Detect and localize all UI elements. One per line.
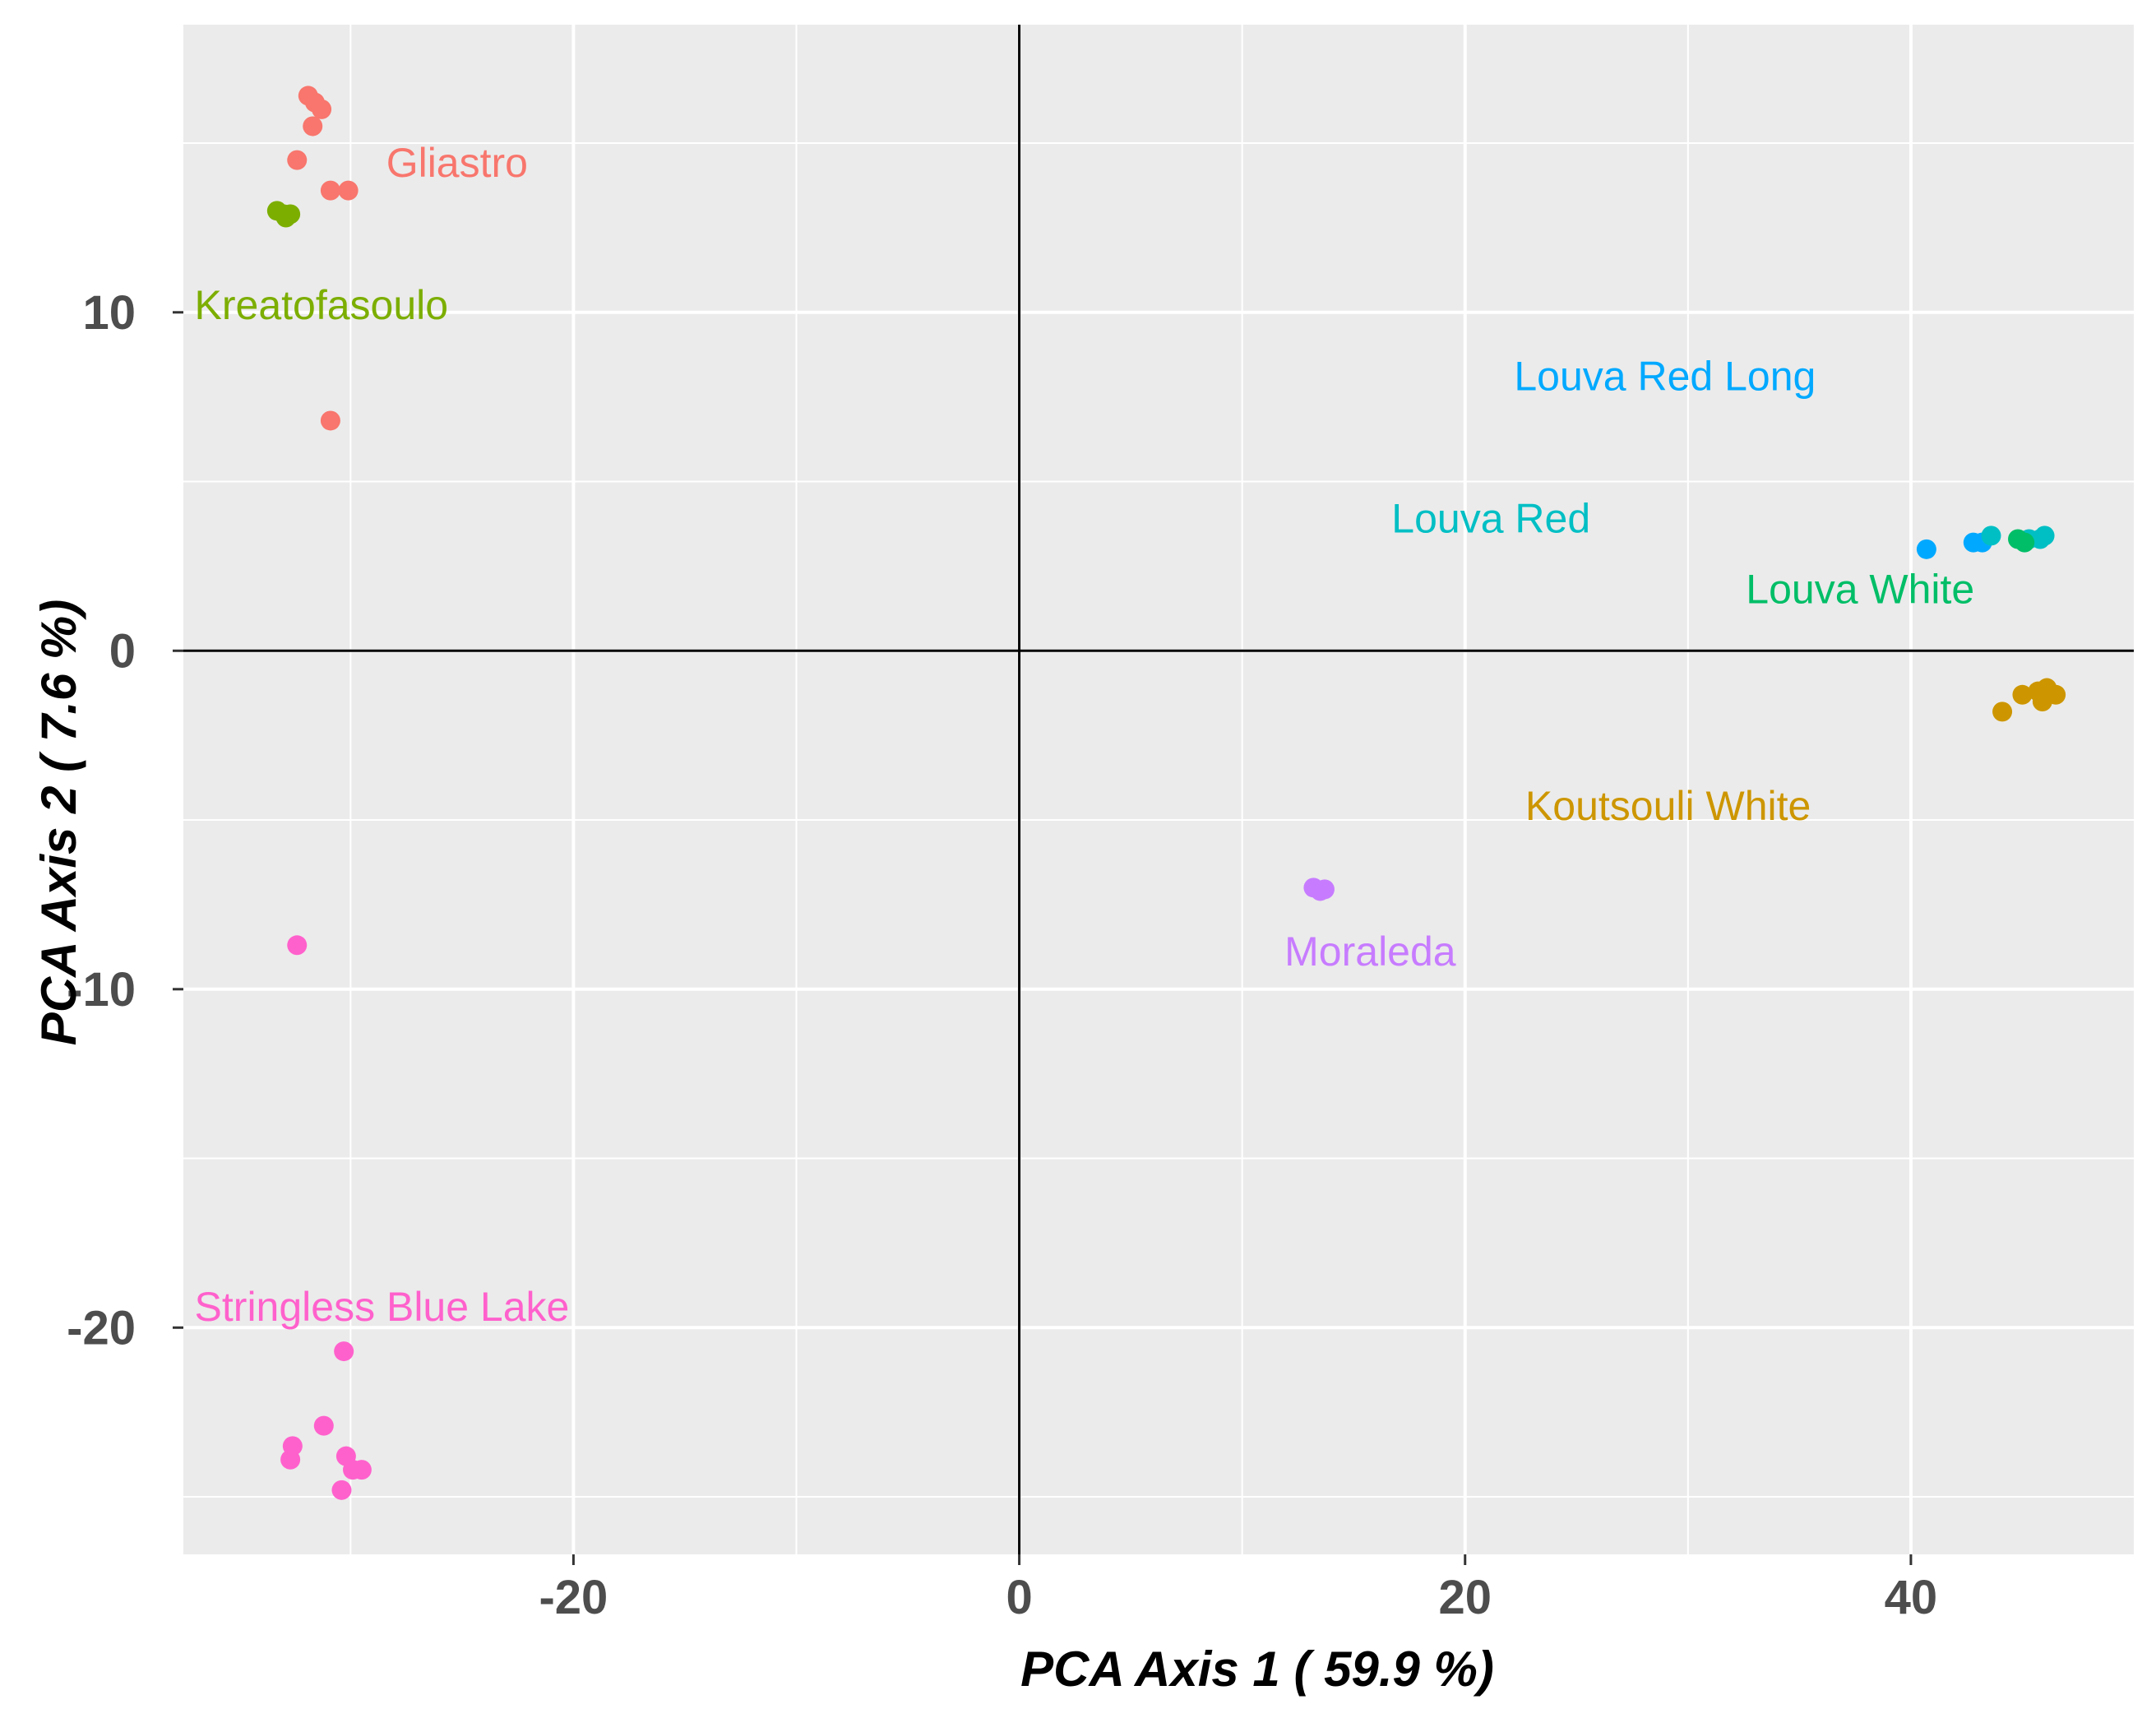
data-point-gliastro: [312, 99, 332, 119]
x-tick-label: 20: [1438, 1571, 1492, 1624]
y-tick-label: 0: [109, 624, 136, 678]
data-point-gliastro: [320, 410, 340, 431]
data-point-koutsouli-white: [1992, 702, 2013, 722]
data-point-louva-red: [2030, 529, 2051, 549]
data-point-louva-white: [2015, 532, 2035, 553]
group-label-moraleda: Moraleda: [1284, 929, 1456, 975]
data-point-stringless-blue-lake: [334, 1341, 354, 1362]
x-tick-label: 0: [1006, 1571, 1032, 1624]
group-label-gliastro: Gliastro: [386, 140, 528, 186]
data-point-gliastro: [320, 180, 340, 201]
y-axis-title: PCA Axis 2 ( 7.6 %): [31, 600, 86, 1045]
reference-lines: [183, 25, 2134, 1554]
data-point-stringless-blue-lake: [287, 935, 308, 956]
x-tick-label: 40: [1885, 1571, 1938, 1624]
data-point-moraleda: [1314, 879, 1335, 900]
axis-ticks: -20 0 20 40 10 0 -10 -20: [67, 286, 1937, 1624]
group-label-kreatofasoulo: Kreatofasoulo: [195, 282, 449, 328]
y-tick-label: -20: [67, 1301, 136, 1355]
x-axis-title: PCA Axis 1 ( 59.9 %): [1020, 1642, 1494, 1697]
data-point-louva-red-long: [1916, 539, 1936, 559]
y-tick-label: 10: [82, 286, 136, 340]
group-label-stringless-blue-lake: Stringless Blue Lake: [195, 1284, 570, 1330]
group-label-louva-red-long: Louva Red Long: [1514, 353, 1816, 399]
data-point-gliastro: [303, 116, 323, 137]
data-point-stringless-blue-lake: [313, 1415, 334, 1436]
y-tick-label: -10: [67, 963, 136, 1017]
data-point-stringless-blue-lake: [280, 1449, 301, 1470]
group-label-koutsouli-white: Koutsouli White: [1525, 783, 1811, 829]
data-point-gliastro: [338, 180, 359, 201]
x-tick-label: -20: [539, 1571, 608, 1624]
group-label-louva-red: Louva Red: [1391, 495, 1590, 541]
data-point-kreatofasoulo: [275, 207, 296, 228]
data-point-stringless-blue-lake: [351, 1460, 372, 1480]
data-point-louva-red: [1981, 526, 2001, 546]
group-labels: Gliastro Kreatofasoulo Louva Red Long Louva…: [195, 140, 1975, 1330]
data-point-koutsouli-white: [2032, 692, 2052, 712]
panel-background: [183, 25, 2134, 1554]
data-point-koutsouli-white: [2012, 684, 2033, 705]
data-point-stringless-blue-lake: [331, 1480, 352, 1500]
data-point-gliastro: [287, 150, 308, 170]
group-label-louva-white: Louva White: [1746, 567, 1974, 613]
points-layer: [266, 86, 2066, 1500]
